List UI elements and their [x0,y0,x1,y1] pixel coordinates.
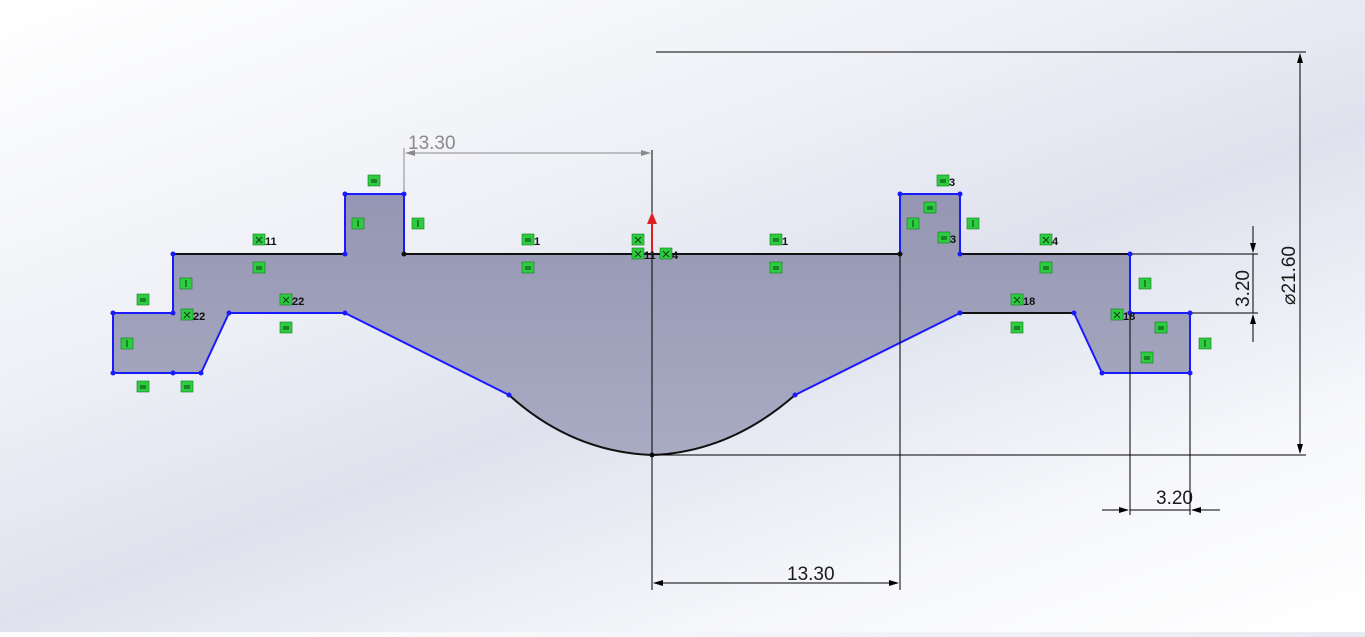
relation-label: 4 [672,250,679,262]
relation-label: 4 [1052,236,1059,248]
dimension-text[interactable]: 13.30 [787,564,835,585]
relation-label: 18 [1023,296,1035,308]
dimension-diameter[interactable]: ⌀21.60 [654,51,1306,456]
dimension-bottom-horizontal[interactable]: 13.30 [653,256,901,590]
relation-label: 18 [1123,311,1135,323]
dimension-text[interactable]: 3.20 [1233,270,1254,307]
relation-label: 11 [644,250,656,262]
relation-label: 22 [292,296,304,308]
dimension-text[interactable]: 3.20 [1156,488,1193,509]
relation-label: 11 [265,236,277,248]
dimension-text[interactable]: 13.30 [408,133,456,154]
relation-label: 3 [949,177,955,189]
dimension-text[interactable]: ⌀21.60 [1279,246,1300,305]
blue-edges [112,193,1191,396]
relation-label: 1 [782,236,788,248]
relation-label: 1 [534,236,540,248]
relation-label: 22 [193,311,205,323]
sketch-vertices [110,191,1193,458]
dimension-bottom-step[interactable]: 3.20 [1102,315,1220,515]
origin-arrow-icon [647,212,657,254]
dimension-vertical-step[interactable]: 3.20 [1132,226,1258,342]
dimension-top-horizontal[interactable]: 13.30 [403,133,651,192]
relation-label: 3 [950,234,956,246]
